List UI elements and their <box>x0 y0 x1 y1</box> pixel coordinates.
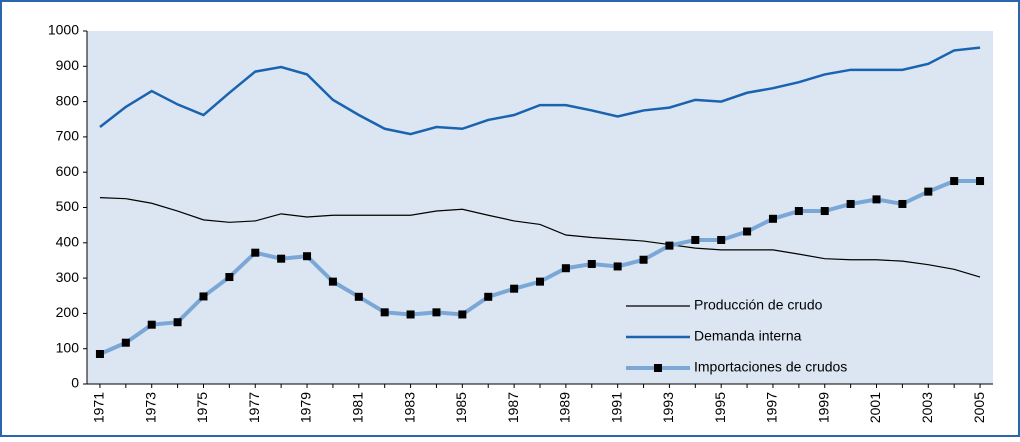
x-tick-label: 1995 <box>712 392 728 423</box>
series-line <box>99 46 981 136</box>
marker <box>613 262 622 271</box>
marker <box>924 187 933 196</box>
legend-marker <box>654 364 662 372</box>
marker <box>458 310 467 319</box>
marker <box>251 248 260 257</box>
marker <box>147 320 156 329</box>
marker <box>794 207 803 216</box>
y-tick-label: 1000 <box>48 22 79 38</box>
marker <box>846 199 855 208</box>
x-tick-label: 1987 <box>505 392 521 423</box>
marker <box>380 308 389 317</box>
x-tick-label: 1971 <box>91 392 107 423</box>
y-tick-label: 400 <box>56 234 80 250</box>
y-tick-label: 0 <box>71 375 79 391</box>
marker <box>820 207 829 216</box>
marker <box>639 255 648 264</box>
y-tick-label: 700 <box>56 128 80 144</box>
marker <box>277 254 286 263</box>
marker <box>328 277 337 286</box>
y-tick-label: 600 <box>56 163 80 179</box>
marker <box>536 277 544 286</box>
marker <box>225 273 234 282</box>
marker <box>173 318 182 327</box>
marker <box>121 338 130 347</box>
x-tick-label: 2005 <box>971 392 987 423</box>
x-tick-label: 1989 <box>557 392 573 423</box>
x-tick-label: 1979 <box>298 392 314 423</box>
marker <box>510 284 519 293</box>
marker <box>950 177 959 186</box>
x-tick-label: 2003 <box>919 392 935 423</box>
y-tick-label: 500 <box>56 198 80 214</box>
y-tick-label: 800 <box>56 92 80 108</box>
y-tick-label: 300 <box>56 269 80 285</box>
marker <box>665 241 674 250</box>
legend-label: Demanda interna <box>694 328 802 344</box>
x-tick-label: 1981 <box>350 392 366 423</box>
x-tick-label: 1977 <box>246 392 262 423</box>
marker <box>561 264 570 273</box>
marker <box>743 227 752 236</box>
marker <box>768 214 777 223</box>
marker <box>484 292 493 301</box>
marker <box>691 235 700 244</box>
x-tick-label: 2001 <box>867 392 883 423</box>
marker <box>354 292 363 301</box>
plot-area <box>87 31 993 384</box>
marker <box>717 235 726 244</box>
x-tick-label: 1993 <box>660 392 676 423</box>
marker <box>95 349 104 358</box>
y-tick-label: 100 <box>56 339 80 355</box>
marker <box>406 310 415 319</box>
marker <box>303 252 312 261</box>
marker <box>432 308 441 317</box>
legend-label: Producción de crudo <box>694 297 823 313</box>
marker <box>872 195 881 204</box>
y-tick-label: 900 <box>56 57 80 73</box>
x-tick-label: 1983 <box>401 392 417 423</box>
marker <box>976 177 985 186</box>
x-tick-label: 1999 <box>815 392 831 423</box>
series-line <box>99 197 981 278</box>
marker <box>199 292 208 301</box>
x-tick-label: 1997 <box>764 392 780 423</box>
marker <box>898 199 907 208</box>
marker <box>587 259 596 268</box>
legend-label: Importaciones de crudos <box>694 359 847 375</box>
x-tick-label: 1973 <box>142 392 158 423</box>
y-tick-label: 200 <box>56 304 80 320</box>
x-tick-label: 1975 <box>194 392 210 423</box>
x-tick-label: 1985 <box>453 392 469 423</box>
x-tick-label: 1991 <box>608 392 624 423</box>
